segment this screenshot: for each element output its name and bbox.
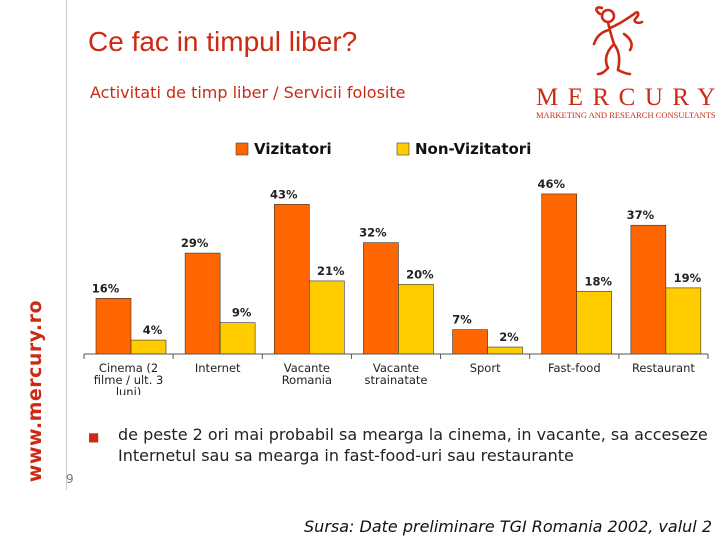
bar-0-2 [273, 204, 310, 355]
legend-label-0: Vizitatori [254, 140, 332, 158]
bar-0-1 [184, 252, 221, 355]
data-label-1-3: 20% [406, 267, 434, 281]
bar-1-3 [398, 284, 434, 355]
bar-0-3 [363, 242, 399, 355]
data-label-0-0: 16% [92, 281, 120, 295]
brand-name: MERCURY [536, 84, 720, 111]
bar-chart: Vizitatori Non-Vizitatori 16% 4% 29% 9% 43% 21… [83, 140, 709, 395]
bar-1-5 [576, 291, 613, 355]
data-label-1-0: 4% [143, 323, 163, 337]
bar-0-0 [95, 298, 132, 355]
bar-1-1 [219, 322, 256, 355]
bullet-square-icon: ■ [88, 430, 100, 444]
bar-0-4 [452, 329, 488, 355]
data-label-0-2: 43% [270, 187, 298, 201]
category-label-0: Cinema (2 filme / ult. 3 luni) [94, 361, 164, 395]
category-label-5: Fast-food [548, 361, 601, 375]
data-label-0-4: 7% [452, 313, 472, 327]
sidebar: www.mercury.ro [0, 0, 68, 540]
bar-0-6 [630, 224, 667, 355]
bullet-text: de peste 2 ori mai probabil sa mearga la… [118, 425, 708, 465]
bar-1-0 [130, 339, 167, 355]
data-label-1-1: 9% [232, 306, 252, 320]
bullet-note: ■ de peste 2 ori mai probabil sa mearga … [88, 424, 708, 466]
bar-0-5 [541, 193, 578, 355]
data-label-1-4: 2% [499, 330, 519, 344]
bar-1-2 [308, 280, 345, 355]
data-label-1-2: 21% [317, 264, 345, 278]
category-label-4: Sport [470, 361, 501, 375]
data-label-1-5: 18% [584, 274, 612, 288]
data-label-0-6: 37% [627, 208, 655, 222]
brand-tagline: MARKETING AND RESEARCH CONSULTANTS [536, 110, 716, 120]
legend-label-1: Non-Vizitatori [415, 140, 531, 158]
bar-1-4 [487, 346, 523, 355]
sidebar-divider [66, 0, 67, 490]
mercury-figure-logo [592, 6, 644, 76]
category-label-6: Restaurant [632, 361, 695, 375]
page-subtitle: Activitati de timp liber / Servicii folo… [90, 83, 406, 102]
data-label-0-3: 32% [359, 226, 387, 240]
category-label-3: Vacante strainatate [365, 361, 428, 387]
bar-1-6 [665, 287, 702, 355]
category-label-1: Internet [195, 361, 241, 375]
source-note: Sursa: Date preliminare TGI Romania 2002… [304, 517, 712, 536]
data-label-1-6: 19% [674, 271, 702, 285]
legend-swatch-0 [235, 142, 249, 156]
data-label-0-5: 46% [537, 177, 565, 191]
page-number: 9 [66, 472, 74, 486]
data-label-0-1: 29% [181, 236, 209, 250]
page-title: Ce fac in timpul liber? [88, 26, 358, 57]
category-label-2: Vacante Romania [282, 361, 332, 387]
legend-swatch-1 [396, 142, 410, 156]
